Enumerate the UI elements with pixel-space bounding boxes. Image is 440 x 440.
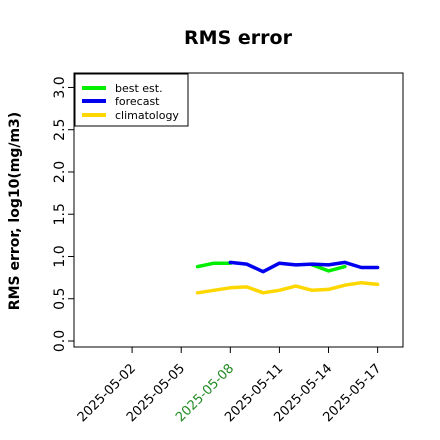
legend-label-forecast: forecast xyxy=(115,95,160,108)
y-axis: 0.0 0.5 1.0 1.5 2.0 2.5 3.0 xyxy=(52,76,74,352)
legend-label-climatology: climatology xyxy=(115,109,179,122)
x-axis: 2025-05-022025-05-052025-05-082025-05-11… xyxy=(75,347,384,425)
plot-frame xyxy=(73,72,404,348)
y-tick-label: 2.0 xyxy=(52,161,68,183)
y-tick-label: 1.0 xyxy=(52,245,68,267)
y-tick-label: 0.5 xyxy=(52,288,68,310)
chart-title: RMS error xyxy=(184,27,293,49)
y-tick-label: 0.0 xyxy=(52,330,68,352)
series-line-best-est xyxy=(195,261,233,269)
series-line-forecast xyxy=(228,260,380,274)
legend-label-best-est: best est. xyxy=(115,82,163,95)
legend: best est. forecast climatology xyxy=(74,73,189,127)
series-line-climatology xyxy=(195,280,380,295)
y-tick-label: 2.5 xyxy=(52,119,68,141)
series-layer xyxy=(195,260,380,295)
y-tick-label: 3.0 xyxy=(52,76,68,98)
y-axis-label: RMS error, log10(mg/m3) xyxy=(7,112,23,310)
y-tick-label: 1.5 xyxy=(52,203,68,225)
series-line-best-est-late xyxy=(310,263,347,273)
